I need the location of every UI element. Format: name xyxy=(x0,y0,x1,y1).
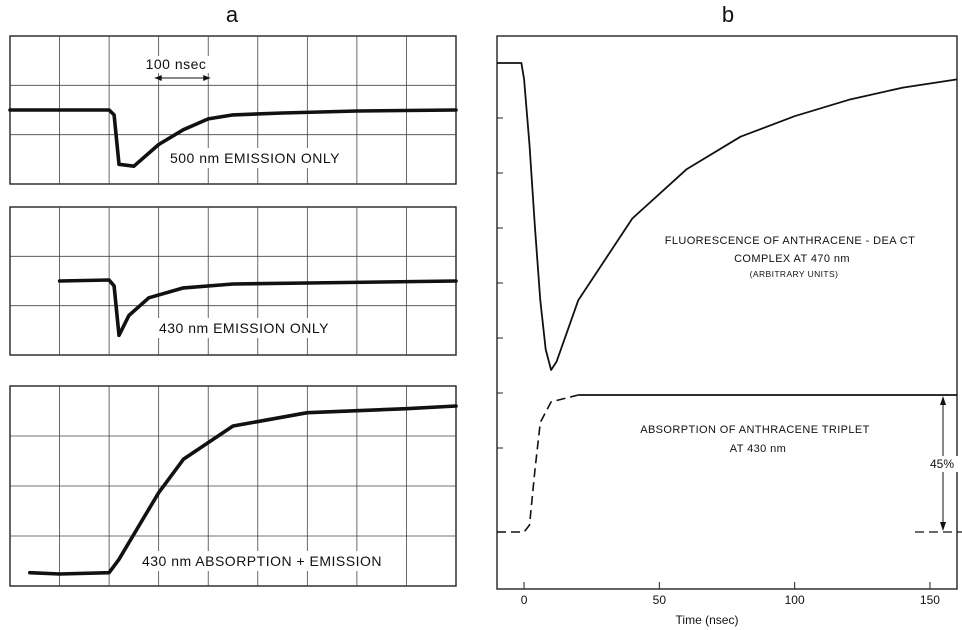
x-tick-label: 150 xyxy=(920,593,940,607)
fluorescence-label-line2: COMPLEX AT 470 nm xyxy=(734,253,850,265)
absorption-label-line1: ABSORPTION OF ANTHRACENE TRIPLET xyxy=(640,424,870,436)
trace-label-bg xyxy=(150,318,338,338)
absorption-label-line2: AT 430 nm xyxy=(730,443,786,455)
percent-label: 45% xyxy=(930,457,954,471)
trace-label: 430 nm ABSORPTION + EMISSION xyxy=(142,553,382,569)
absorption-rise-dashed xyxy=(497,394,579,533)
x-tick-label: 50 xyxy=(653,593,667,607)
trace-label-bg xyxy=(133,551,391,571)
panel-a: a 500 nm EMISSION ONLY 100 nsec 430 nm EMIS… xyxy=(8,2,458,587)
panel-b-letter: b xyxy=(722,2,734,27)
oscilloscope-trace-1: 500 nm EMISSION ONLY 100 nsec xyxy=(8,35,458,185)
oscilloscope-trace-2: 430 nm EMISSION ONLY xyxy=(9,206,458,356)
x-tick-label: 0 xyxy=(521,593,528,607)
plot-frame xyxy=(496,35,958,590)
fluorescence-curve xyxy=(497,62,958,371)
x-axis-label: Time (nsec) xyxy=(676,613,739,627)
trace-label: 430 nm EMISSION ONLY xyxy=(159,320,329,336)
trace-line xyxy=(28,404,458,576)
panel-a-letter: a xyxy=(226,2,239,27)
trace-label: 500 nm EMISSION ONLY xyxy=(170,150,340,166)
fluorescence-units-note: (ARBITRARY UNITS) xyxy=(750,269,839,279)
trace-line xyxy=(8,108,458,168)
percent-label-bg xyxy=(922,456,962,472)
oscilloscope-trace-3: 430 nm ABSORPTION + EMISSION xyxy=(9,385,458,587)
scale-label-bg xyxy=(142,56,212,73)
scale-label: 100 nsec xyxy=(146,56,207,72)
x-tick-label: 100 xyxy=(785,593,805,607)
panel-b: b 0 50 100 150 Time (nsec) 45% FLUORESCENCE OF … xyxy=(496,2,962,627)
fluorescence-label-line1: FLUORESCENCE OF ANTHRACENE - DEA CT xyxy=(665,235,916,247)
scale-annotation: 100 nsec xyxy=(142,56,212,81)
trace-label-bg xyxy=(161,148,349,168)
trace-line xyxy=(57,278,458,338)
